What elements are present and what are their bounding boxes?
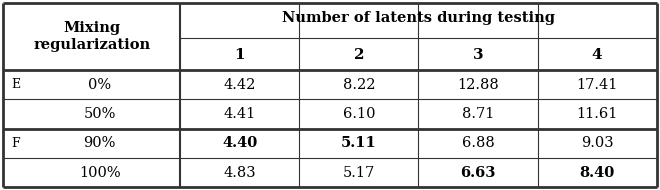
Text: 5.17: 5.17: [343, 165, 375, 180]
Text: 90%: 90%: [83, 136, 116, 150]
Text: 1: 1: [234, 48, 245, 62]
Text: 4.42: 4.42: [224, 78, 256, 92]
Text: F: F: [11, 137, 20, 150]
Text: 4: 4: [592, 48, 603, 62]
Text: 17.41: 17.41: [576, 78, 618, 92]
Text: 50%: 50%: [83, 107, 116, 121]
Text: 8.40: 8.40: [579, 165, 614, 180]
Text: 9.03: 9.03: [581, 136, 613, 150]
Text: Number of latents during testing: Number of latents during testing: [282, 11, 555, 25]
Text: 12.88: 12.88: [457, 78, 499, 92]
Text: 4.40: 4.40: [222, 136, 257, 150]
Text: 8.71: 8.71: [462, 107, 494, 121]
Text: 4.83: 4.83: [224, 165, 256, 180]
Text: 4.41: 4.41: [224, 107, 256, 121]
Text: 3: 3: [473, 48, 483, 62]
Text: 8.22: 8.22: [343, 78, 375, 92]
Text: 100%: 100%: [79, 165, 121, 180]
Text: Mixing
regularization: Mixing regularization: [33, 21, 150, 51]
Text: 11.61: 11.61: [576, 107, 618, 121]
Text: 6.88: 6.88: [461, 136, 494, 150]
Text: E: E: [11, 78, 20, 91]
Text: 2: 2: [354, 48, 364, 62]
Text: 6.63: 6.63: [460, 165, 496, 180]
Text: 5.11: 5.11: [341, 136, 377, 150]
Text: 6.10: 6.10: [343, 107, 375, 121]
Text: 0%: 0%: [88, 78, 112, 92]
